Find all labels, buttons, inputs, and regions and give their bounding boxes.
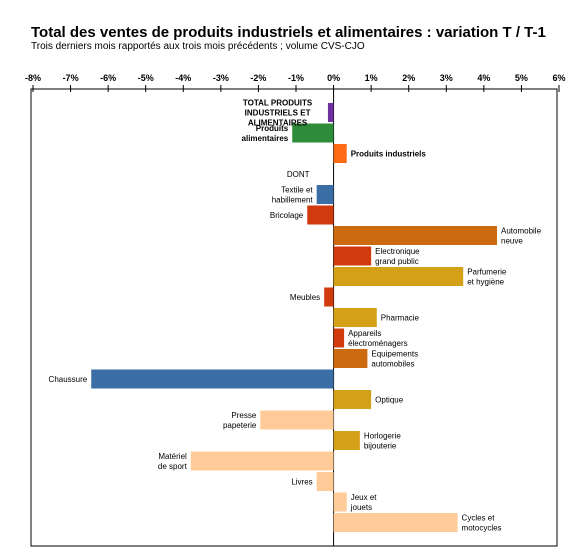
category-label: Cycles et motocycles	[462, 514, 502, 533]
x-tick-label: 6%	[552, 73, 565, 83]
category-label-line: alimentaires	[242, 134, 289, 143]
category-label-line: électroménagers	[348, 339, 408, 348]
category-label-line: Textile et	[281, 186, 313, 195]
x-tick-label: -3%	[213, 73, 229, 83]
category-label-line: Bricolage	[270, 211, 304, 220]
x-tick-label: -4%	[175, 73, 191, 83]
category-label: Parfumerie et hygiène	[467, 268, 507, 287]
category-label-line: jouets	[350, 503, 372, 512]
category-label-line: ALIMENTAIRES	[248, 119, 308, 128]
bar	[333, 267, 464, 286]
bar	[333, 349, 368, 368]
category-label: Livres	[291, 478, 312, 487]
bar	[333, 492, 347, 512]
category-label: Presse papeterie	[223, 411, 257, 430]
chart-title: Total des ventes de produits industriels…	[31, 24, 546, 41]
bar	[333, 144, 347, 163]
x-tick-label: -5%	[138, 73, 154, 83]
category-label-line: Optique	[375, 396, 404, 405]
x-ticks: -8% -7% -6% -5% -4% -3% -2% -1% 0% 1% 2% 3% 4% 5% 6%	[25, 73, 566, 92]
bar	[292, 123, 334, 143]
x-tick-label: 1%	[365, 73, 378, 83]
x-tick-label: 0%	[327, 73, 340, 83]
category-label-line: DONT	[287, 170, 310, 179]
category-label: Automobile neuve	[501, 227, 542, 246]
category-label: Bricolage	[270, 211, 304, 220]
category-label-line: Presse	[231, 411, 256, 420]
bar	[324, 287, 334, 307]
category-label: Chaussure	[49, 375, 88, 384]
category-label: Jeux et jouets	[350, 493, 378, 512]
category-label-line: motocycles	[462, 524, 502, 533]
bar	[307, 205, 334, 225]
category-label-line: automobiles	[371, 360, 414, 369]
x-tick-label: 3%	[440, 73, 453, 83]
category-label-line: Livres	[291, 478, 312, 487]
x-tick-label: -2%	[250, 73, 266, 83]
category-label-line: Jeux et	[351, 493, 378, 502]
category-label: DONT	[287, 170, 310, 179]
category-label: TOTAL PRODUITS INDUSTRIELS ET ALIMENTAIRES	[243, 99, 313, 128]
bar	[333, 246, 372, 266]
bar	[316, 472, 334, 491]
category-label-line: habillement	[272, 196, 314, 205]
bar	[91, 369, 334, 389]
category-label-line: Matériel	[158, 452, 187, 461]
category-label: Horlogerie bijouterie	[364, 432, 401, 451]
x-tick-label: 2%	[402, 73, 415, 83]
bar	[316, 185, 334, 204]
category-label: Electronique grand public	[375, 247, 420, 266]
bar	[333, 226, 498, 245]
category-label-line: Cycles et	[462, 514, 496, 523]
category-label: Optique	[375, 396, 404, 405]
category-label-line: Parfumerie	[467, 268, 507, 277]
x-tick-label: -1%	[288, 73, 304, 83]
bars	[91, 103, 498, 532]
bar	[333, 431, 360, 450]
category-label-line: Meubles	[290, 293, 320, 302]
x-tick-label: -8%	[25, 73, 41, 83]
category-label-line: Produits	[256, 124, 289, 133]
category-label-line: grand public	[375, 257, 419, 266]
category-label-line: Chaussure	[49, 375, 88, 384]
x-tick-label: -6%	[100, 73, 116, 83]
category-labels: TOTAL PRODUITS INDUSTRIELS ET ALIMENTAIRES…	[49, 99, 542, 533]
category-label: Produits industriels	[351, 150, 427, 159]
category-label: Meubles	[290, 293, 320, 302]
category-label-line: Appareils	[348, 329, 381, 338]
chart-subtitle: Trois derniers mois rapportés aux trois …	[31, 41, 365, 52]
category-label: Appareils électroménagers	[348, 329, 408, 348]
bar	[327, 103, 334, 122]
x-tick-label: 5%	[515, 73, 528, 83]
category-label-line: papeterie	[223, 421, 257, 430]
bar	[333, 308, 377, 327]
x-tick-label: -7%	[63, 73, 79, 83]
category-label-line: neuve	[501, 237, 523, 246]
category-label-line: et hygiène	[467, 278, 504, 287]
category-label: Pharmacie	[381, 314, 420, 323]
bar	[333, 513, 458, 532]
category-label-line: Electronique	[375, 247, 420, 256]
category-label-line: INDUSTRIELS ET	[245, 109, 311, 118]
bar	[260, 410, 334, 430]
category-label-line: Automobile	[501, 227, 542, 236]
category-label-line: Produits industriels	[351, 150, 427, 159]
category-label: Produits alimentaires	[242, 124, 289, 143]
category-label-line: Horlogerie	[364, 432, 401, 441]
category-label-line: TOTAL PRODUITS	[243, 99, 313, 108]
category-label-line: bijouterie	[364, 442, 397, 451]
category-label: Textile et habillement	[272, 186, 314, 205]
bar	[190, 451, 334, 471]
x-tick-label: 4%	[477, 73, 490, 83]
category-label-line: Pharmacie	[381, 314, 420, 323]
category-label-line: Equipements	[371, 350, 418, 359]
category-label-line: de sport	[158, 462, 188, 471]
bar	[333, 390, 372, 409]
bar	[333, 328, 345, 348]
category-label: Matériel de sport	[158, 452, 188, 471]
category-label: Equipements automobiles	[371, 350, 418, 369]
